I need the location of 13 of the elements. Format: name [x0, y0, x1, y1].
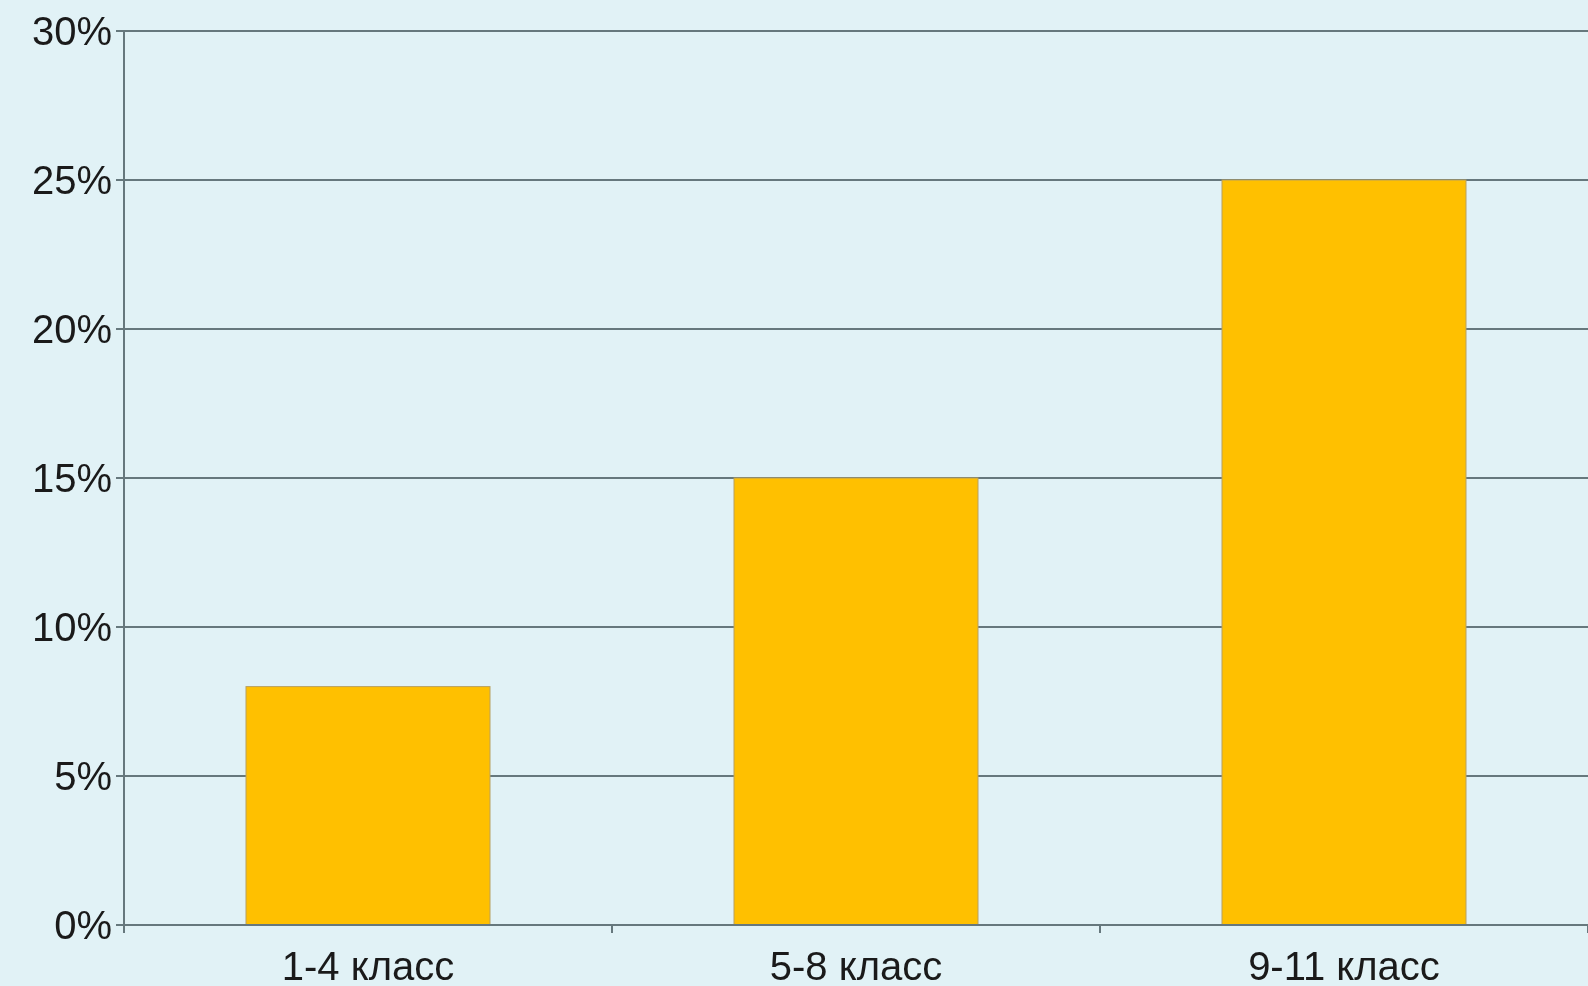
y-tick-label: 0% — [54, 903, 112, 947]
x-tick-label: 9-11 класс — [1248, 944, 1440, 986]
bar — [1221, 179, 1467, 926]
y-tick-label: 25% — [31, 158, 112, 202]
y-tick-label: 20% — [31, 307, 112, 351]
bar — [733, 477, 979, 926]
x-tick-label: 5-8 класс — [769, 944, 943, 986]
y-tick-label: 15% — [31, 456, 112, 500]
y-tick-label: 10% — [31, 605, 112, 649]
y-tick-label: 5% — [54, 754, 112, 798]
x-tick-label: 1-4 класс — [281, 944, 455, 986]
bar — [245, 686, 491, 926]
y-tick-label: 30% — [31, 9, 112, 53]
